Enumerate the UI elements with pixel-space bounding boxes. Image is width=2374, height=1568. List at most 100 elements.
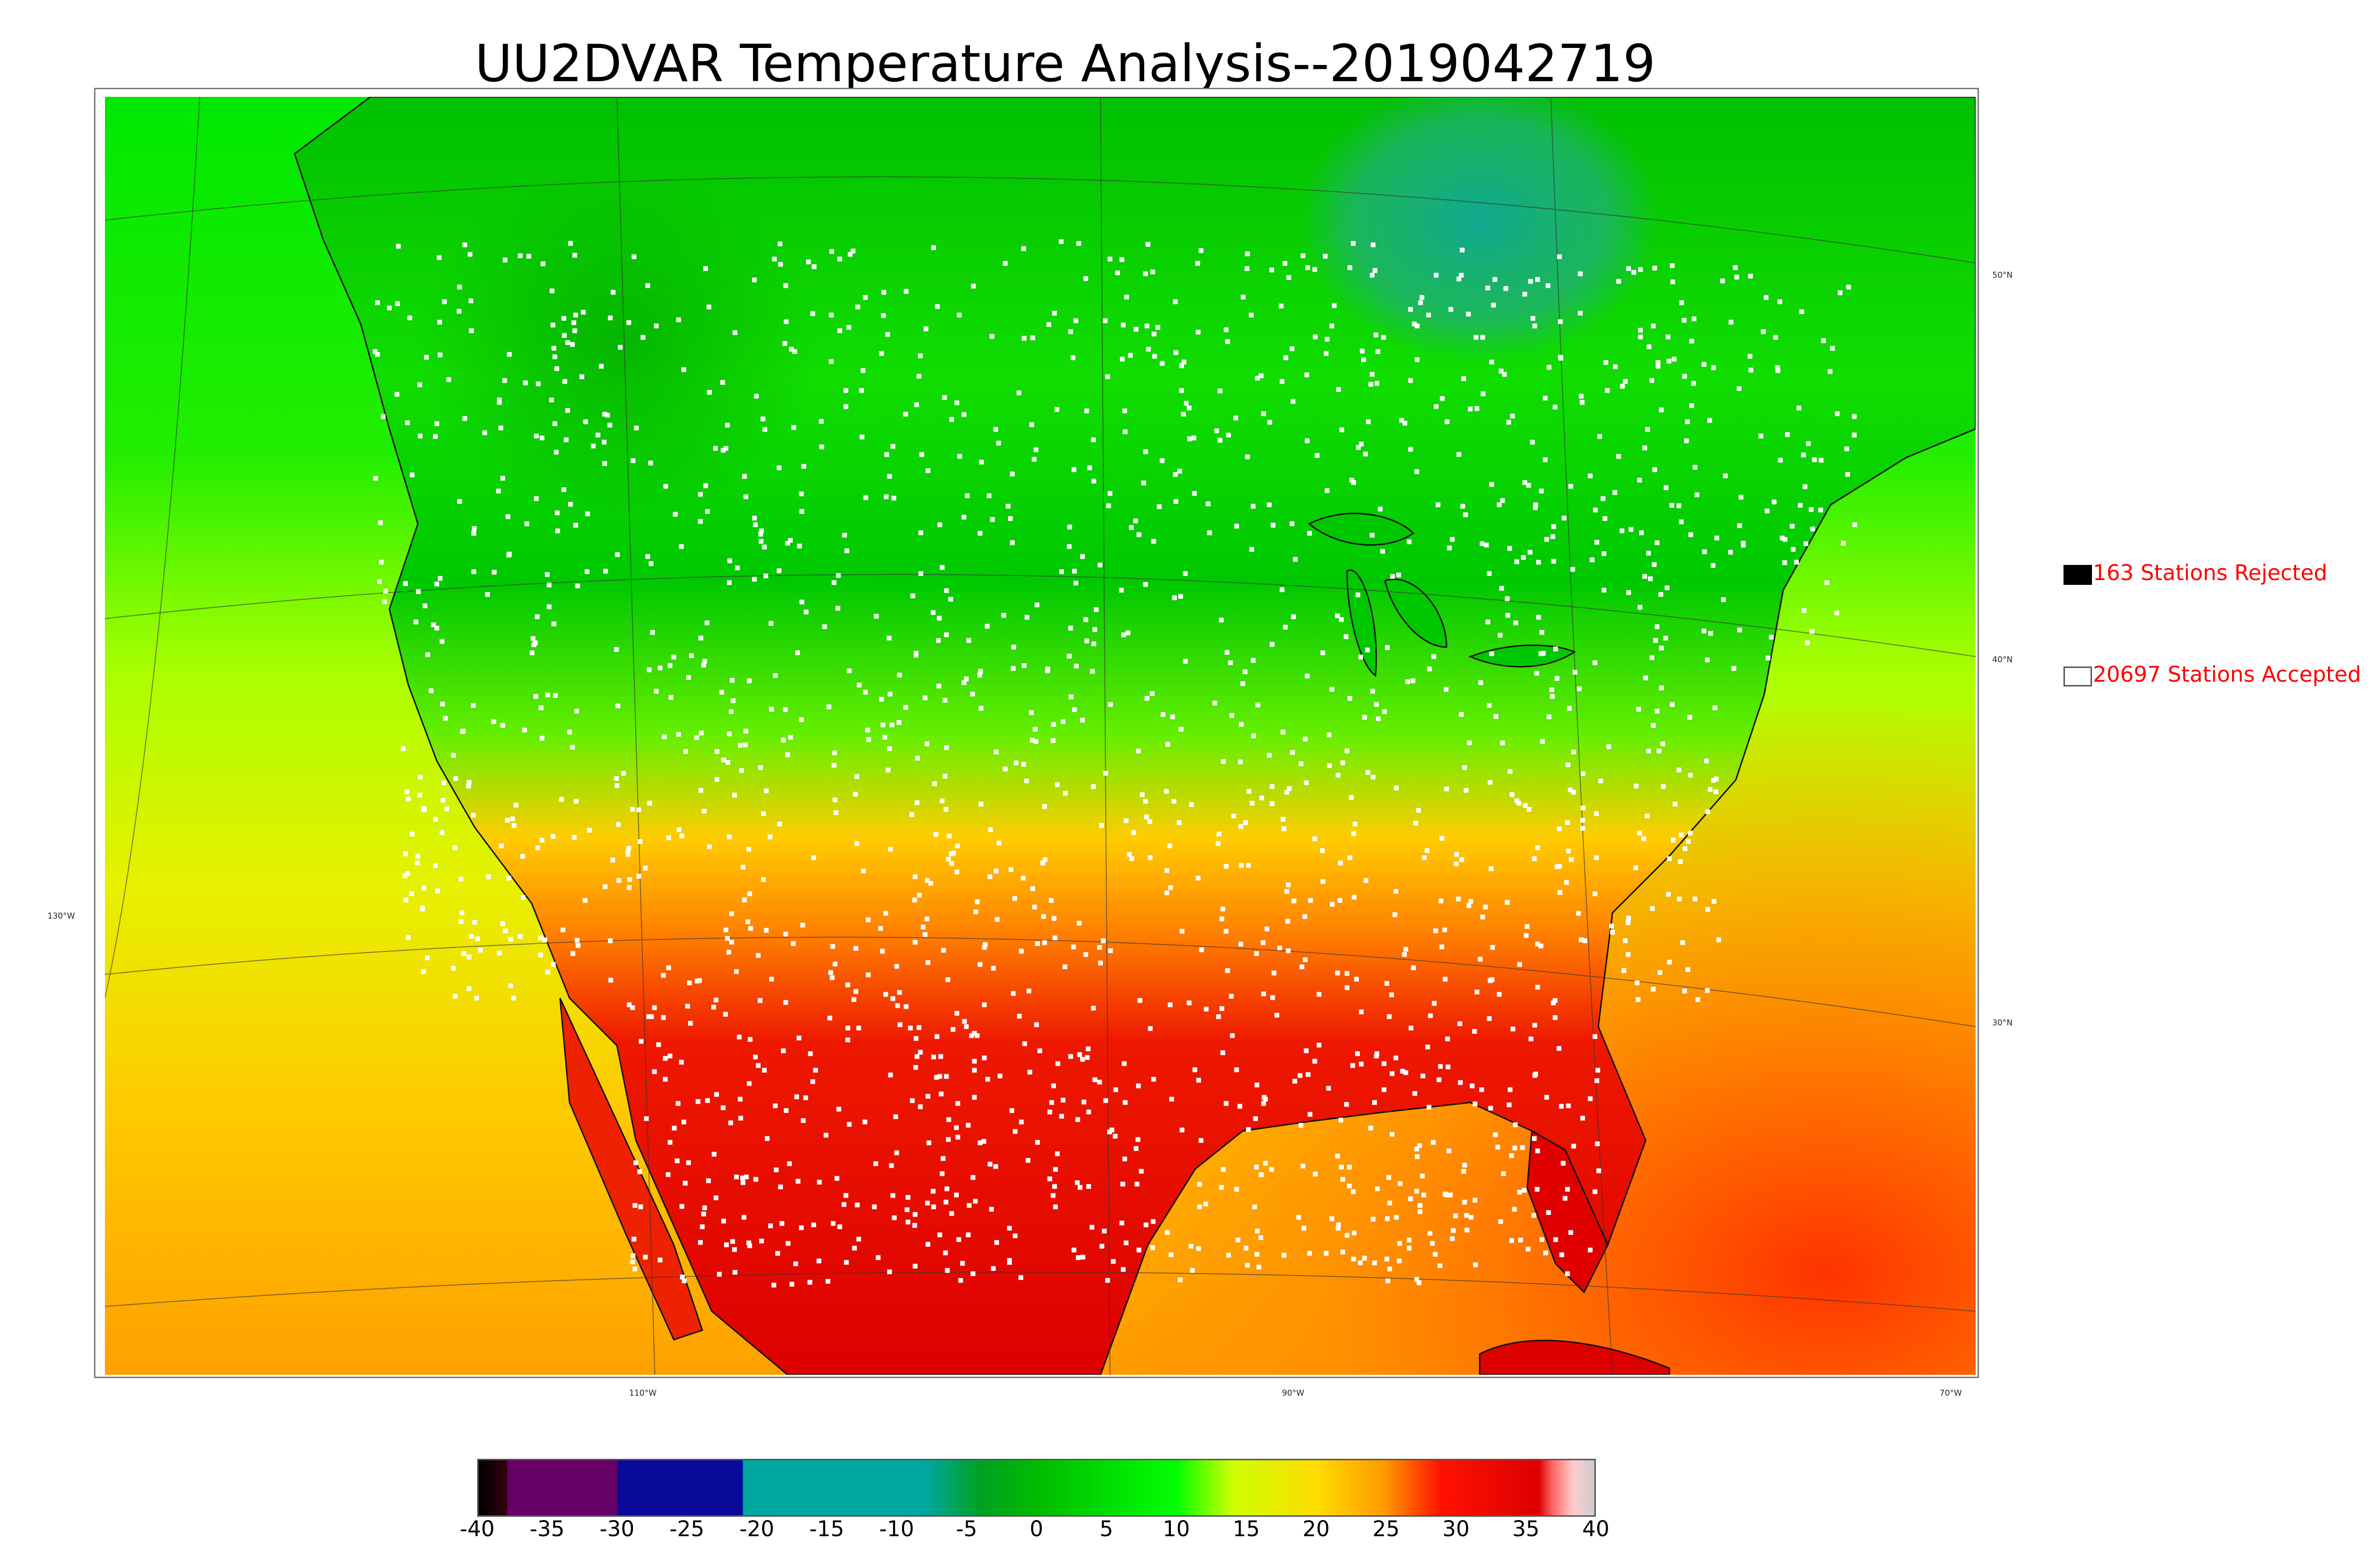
station-marker [1290,521,1295,526]
station-marker [837,256,842,262]
station-marker [648,460,653,466]
station-marker [538,935,543,940]
station-marker [1239,863,1244,868]
station-marker [979,460,984,465]
station-marker [1366,419,1371,424]
station-marker [1007,1226,1012,1231]
station-marker [776,568,782,573]
station-marker [625,849,631,854]
station-marker [471,812,476,817]
station-marker [1249,547,1254,552]
station-marker [1230,1033,1235,1038]
station-marker [575,938,580,943]
station-marker [888,846,893,852]
station-marker [988,874,993,879]
station-marker [910,593,915,599]
station-marker [762,545,767,550]
station-marker [1304,1048,1309,1053]
station-marker [794,1094,799,1099]
station-marker [1557,826,1562,831]
station-marker [723,1012,728,1017]
station-marker [837,1224,842,1230]
station-marker [683,749,688,754]
station-marker [1450,1236,1455,1241]
station-marker [897,673,902,678]
station-marker [1041,914,1046,919]
station-marker [1076,241,1081,246]
station-marker [643,865,648,871]
station-marker [1355,1051,1360,1056]
station-marker [1445,1064,1451,1070]
station-marker [505,817,510,823]
station-marker [873,1161,878,1166]
station-marker [669,695,674,700]
station-marker [417,382,422,387]
station-marker [524,521,529,526]
station-marker [844,1260,849,1265]
station-marker [1261,991,1266,996]
station-marker [644,1116,649,1121]
station-marker [752,516,757,521]
station-marker [791,425,796,430]
station-marker [1167,843,1172,848]
station-marker [1809,629,1815,634]
station-marker [603,884,608,889]
station-marker [545,572,550,577]
station-marker [1408,1025,1413,1031]
station-marker [1177,469,1182,474]
station-marker [795,650,800,656]
florida-peninsula [1526,1129,1609,1294]
station-marker [1067,525,1072,530]
station-marker [1281,826,1287,831]
station-marker [844,548,849,554]
station-marker [1042,940,1047,945]
station-marker [1629,527,1634,532]
station-marker [1267,420,1272,425]
station-marker [742,474,747,479]
station-marker [1505,596,1510,601]
station-marker [1290,750,1295,755]
colorbar-tick-label: 25 [1372,1516,1400,1541]
station-marker [1539,1237,1545,1242]
station-marker [1671,357,1677,362]
station-marker [1177,820,1182,825]
station-marker [1802,484,1808,489]
station-marker [1070,355,1075,360]
station-marker [573,523,578,528]
station-marker [1466,311,1471,317]
station-marker [1286,275,1291,280]
station-marker [698,492,703,497]
station-marker [1327,732,1332,737]
station-marker [1620,384,1625,389]
station-marker [801,1118,806,1123]
station-marker [1595,1141,1600,1146]
station-marker [1565,820,1570,825]
station-marker [1240,681,1245,686]
station-marker [534,433,539,439]
station-marker [743,494,748,499]
station-marker [777,821,782,826]
station-marker [1120,357,1125,362]
station-marker [650,630,655,635]
station-marker [1302,914,1308,919]
station-marker [740,1180,745,1185]
station-marker [1420,1174,1425,1179]
station-marker [856,1237,861,1242]
station-marker [1417,1209,1423,1214]
lon-label-70w: 70°W [1940,1389,1962,1398]
station-marker [1655,624,1660,629]
station-marker [972,1068,977,1073]
lon-label-90w: 90°W [1282,1389,1304,1398]
station-marker [440,798,445,803]
station-marker [919,452,924,457]
station-marker [772,1103,778,1108]
station-marker [887,746,892,751]
station-marker [1203,1202,1208,1207]
station-marker [440,702,445,707]
station-marker [966,1123,971,1128]
station-marker [1490,945,1495,950]
station-marker [738,1116,743,1121]
station-marker [551,962,556,967]
station-marker [1150,1219,1156,1224]
station-marker [832,750,837,755]
